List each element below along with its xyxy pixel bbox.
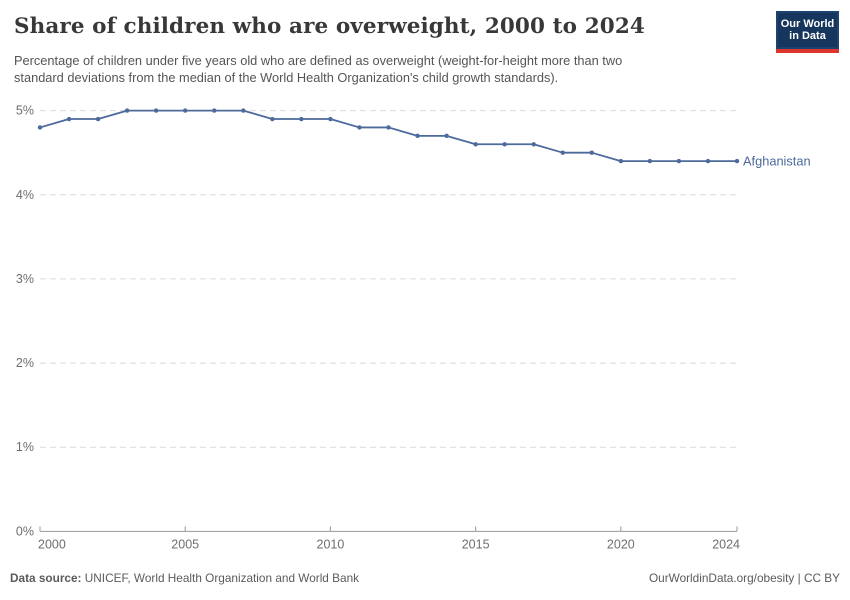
data-point-2016[interactable] xyxy=(502,142,507,147)
data-point-2019[interactable] xyxy=(589,150,594,155)
data-point-2005[interactable] xyxy=(183,108,188,113)
data-point-2023[interactable] xyxy=(705,158,711,164)
subtitle-line-2: standard deviations from the median of t… xyxy=(14,70,559,85)
data-points[interactable] xyxy=(37,108,740,164)
subtitle-line-1: Percentage of children under five years … xyxy=(14,53,623,68)
data-point-2014[interactable] xyxy=(444,133,449,139)
data-point-2002[interactable] xyxy=(95,116,101,122)
data-point-2021[interactable] xyxy=(647,158,653,164)
data-point-2013[interactable] xyxy=(415,133,420,139)
data-source-label: Data source: xyxy=(10,571,82,585)
data-point-2000[interactable] xyxy=(37,125,43,130)
y-tick-label-4%: 4% xyxy=(16,188,34,202)
series-Afghanistan[interactable]: Afghanistan xyxy=(37,108,811,169)
chart-title: Share of children who are overweight, 20… xyxy=(14,14,645,39)
x-tick-label-2020: 2020 xyxy=(607,537,635,551)
chart-footer: Data source: UNICEF, World Health Organi… xyxy=(10,571,840,585)
data-source-value: UNICEF, World Health Organization and Wo… xyxy=(84,571,360,585)
y-gridlines xyxy=(40,110,737,448)
owid-logo-line2: in Data xyxy=(789,30,826,42)
entity-label: Afghanistan xyxy=(743,154,811,169)
data-point-2020[interactable] xyxy=(618,158,624,164)
data-point-2006[interactable] xyxy=(212,108,217,113)
series-line[interactable] xyxy=(39,109,738,162)
line-chart[interactable]: 0% 1% 2% 3% 4% 5% 2000 2005 2010 2015 2020 2024 Afgh… xyxy=(0,95,850,565)
y-tick-label-2%: 2% xyxy=(16,356,34,370)
data-point-2015[interactable] xyxy=(473,142,478,147)
data-point-2003[interactable] xyxy=(124,108,130,113)
y-axis-labels: 0% 1% 2% 3% 4% 5% xyxy=(16,104,34,539)
data-source: Data source: UNICEF, World Health Organi… xyxy=(10,571,359,585)
x-tick-label-2005: 2005 xyxy=(171,537,199,551)
y-tick-label-3%: 3% xyxy=(16,272,34,286)
x-tick-label-2000: 2000 xyxy=(38,537,66,551)
data-point-2022[interactable] xyxy=(676,158,682,164)
x-axis: 2000 2005 2010 2015 2020 2024 xyxy=(38,526,740,551)
data-point-2017[interactable] xyxy=(531,142,536,147)
x-tick-label-2015: 2015 xyxy=(462,537,490,551)
owid-logo[interactable]: Our World in Data xyxy=(776,11,839,53)
data-point-2011[interactable] xyxy=(357,125,362,130)
y-tick-label-0%: 0% xyxy=(16,524,34,538)
y-tick-label-5%: 5% xyxy=(16,104,34,118)
data-point-2004[interactable] xyxy=(153,108,159,113)
x-tick-label-2024: 2024 xyxy=(712,537,740,551)
y-tick-label-1%: 1% xyxy=(16,440,34,454)
x-tick-label-2010: 2010 xyxy=(317,537,345,551)
data-point-2012[interactable] xyxy=(386,125,391,130)
data-point-2018[interactable] xyxy=(560,150,565,155)
owid-logo-line1: Our World xyxy=(780,17,835,30)
data-point-2008[interactable] xyxy=(270,116,275,122)
data-point-2024[interactable] xyxy=(734,158,740,164)
data-point-2007[interactable] xyxy=(241,108,246,113)
chart-subtitle: Percentage of children under five years … xyxy=(14,52,734,86)
attribution: OurWorldinData.org/obesity | CC BY xyxy=(648,571,840,585)
data-point-2009[interactable] xyxy=(299,116,304,122)
data-point-2010[interactable] xyxy=(328,116,333,122)
data-point-2001[interactable] xyxy=(66,116,72,122)
